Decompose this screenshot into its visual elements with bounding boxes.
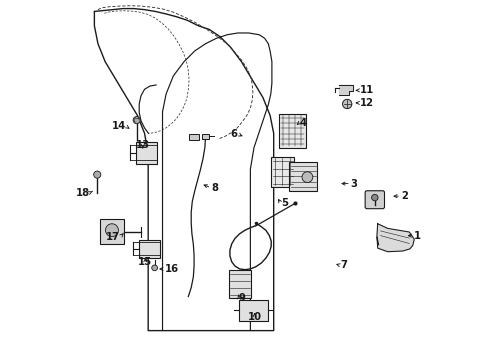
Bar (202, 134, 209, 139)
Circle shape (371, 194, 378, 201)
Circle shape (94, 171, 101, 178)
Text: 14: 14 (112, 121, 126, 131)
Text: 12: 12 (360, 98, 374, 108)
Circle shape (302, 172, 313, 183)
Circle shape (105, 224, 119, 237)
Bar (136, 141, 157, 164)
Text: 10: 10 (247, 312, 262, 322)
Bar (239, 300, 268, 320)
FancyBboxPatch shape (365, 191, 385, 209)
Text: 6: 6 (231, 129, 238, 139)
Bar (139, 239, 160, 258)
Polygon shape (377, 224, 414, 252)
Text: 3: 3 (351, 179, 358, 189)
Text: 17: 17 (106, 232, 120, 242)
Text: 16: 16 (164, 264, 178, 274)
Text: 5: 5 (281, 198, 288, 208)
Text: 18: 18 (76, 188, 90, 198)
Polygon shape (339, 85, 353, 95)
Text: 4: 4 (299, 118, 307, 128)
Circle shape (133, 117, 140, 124)
Text: 13: 13 (136, 140, 150, 150)
Circle shape (152, 265, 157, 271)
Text: 8: 8 (211, 183, 218, 193)
Text: 9: 9 (239, 293, 246, 303)
Bar (189, 134, 199, 140)
Bar (289, 162, 318, 191)
Bar (279, 114, 306, 148)
Text: 2: 2 (401, 191, 408, 201)
Bar (229, 270, 251, 298)
Text: 7: 7 (340, 260, 347, 270)
Circle shape (343, 99, 352, 109)
Bar (100, 220, 124, 244)
Bar (271, 157, 294, 187)
Text: 1: 1 (414, 231, 421, 240)
Text: 11: 11 (360, 85, 374, 95)
Text: 15: 15 (138, 257, 152, 267)
